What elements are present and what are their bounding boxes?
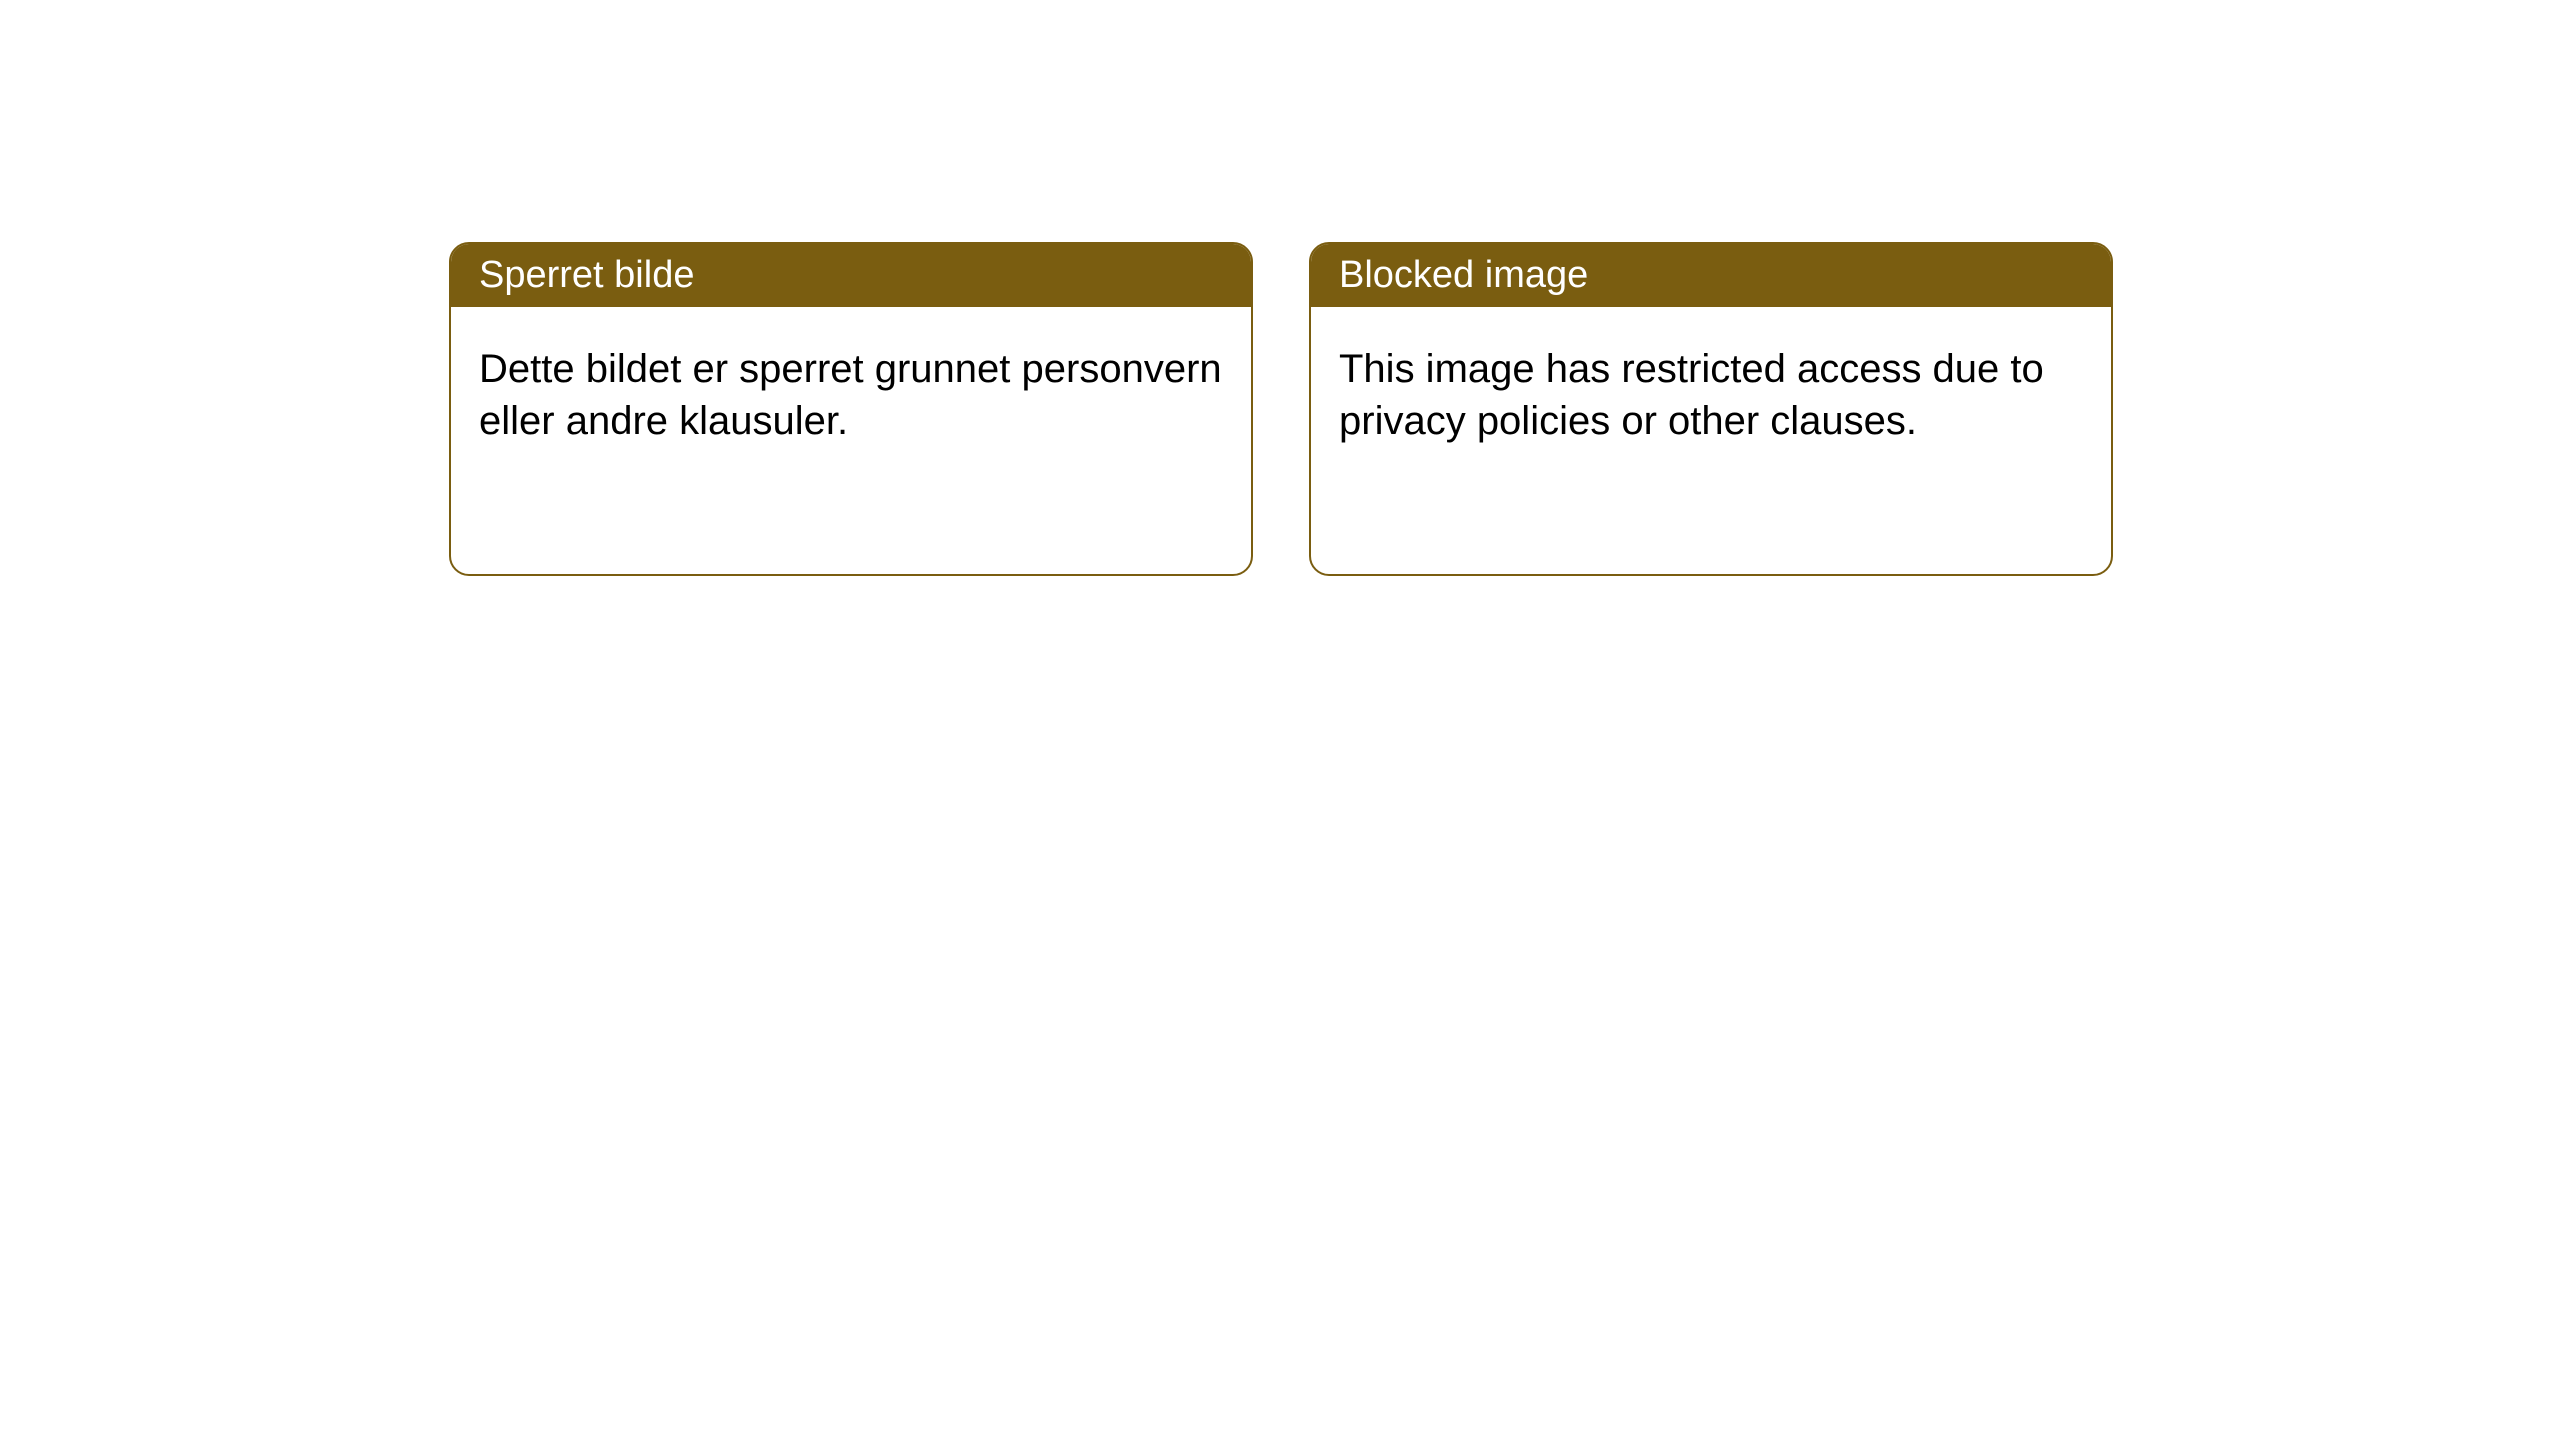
notice-body: Dette bildet er sperret grunnet personve… bbox=[451, 307, 1251, 483]
notice-title: Blocked image bbox=[1339, 254, 1588, 296]
notice-header: Sperret bilde bbox=[451, 244, 1251, 307]
notice-container: Sperret bilde Dette bildet er sperret gr… bbox=[0, 0, 2560, 576]
notice-header: Blocked image bbox=[1311, 244, 2111, 307]
notice-box-english: Blocked image This image has restricted … bbox=[1309, 242, 2113, 576]
notice-title: Sperret bilde bbox=[479, 254, 694, 296]
notice-text: Dette bildet er sperret grunnet personve… bbox=[479, 347, 1222, 443]
notice-text: This image has restricted access due to … bbox=[1339, 347, 2044, 443]
notice-box-norwegian: Sperret bilde Dette bildet er sperret gr… bbox=[449, 242, 1253, 576]
notice-body: This image has restricted access due to … bbox=[1311, 307, 2111, 483]
